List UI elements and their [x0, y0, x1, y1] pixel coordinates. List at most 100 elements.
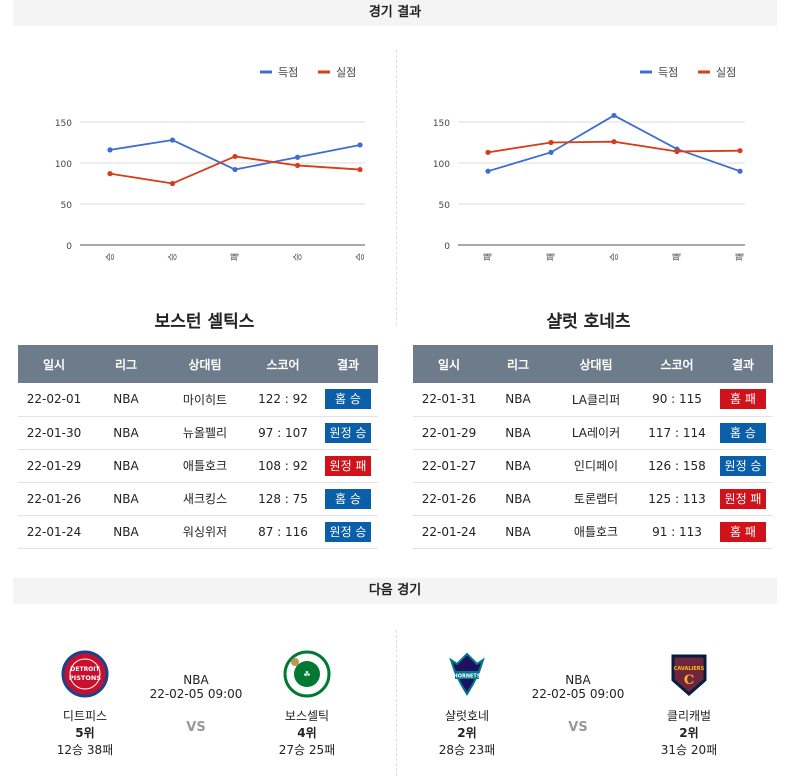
match-home-team[interactable]: DETROIT PISTONS 디트피스 5위 12승 38패 — [40, 650, 130, 758]
cell-opponent: 애틀호크 — [551, 515, 641, 549]
data-point — [485, 168, 491, 174]
cell-opponent: 워싱위저 — [162, 515, 248, 549]
cell-score: 126 : 158 — [641, 449, 713, 483]
cell-opponent: 애틀호크 — [162, 449, 248, 483]
vs-label: VS — [186, 720, 206, 735]
col-league: 리그 — [90, 345, 162, 383]
data-point — [107, 171, 113, 177]
cell-score: 117 : 114 — [641, 416, 713, 450]
data-point — [357, 142, 363, 148]
data-point — [611, 139, 617, 145]
data-point — [737, 148, 743, 154]
team-title-charlotte: 샬럿 호네츠 — [546, 312, 631, 332]
col-result: 결과 — [713, 345, 773, 383]
chart-legend: 득점 실점 — [260, 66, 356, 79]
cell-date: 22-01-24 — [413, 515, 485, 549]
legend-label: 득점 — [278, 66, 298, 79]
cell-date: 22-01-29 — [18, 449, 90, 483]
data-point — [485, 149, 491, 155]
result-badge: 홈 승 — [325, 488, 371, 509]
cell-result: 홈 패 — [713, 515, 773, 549]
next-match-2[interactable]: HORNETS 샬럿호네 2위 28승 23패 NBA 22-02-05 09:… — [400, 640, 760, 770]
col-opponent: 상대팀 — [162, 345, 248, 383]
data-point — [232, 153, 238, 160]
x-tick-label: 패 — [735, 253, 746, 261]
cell-opponent: 마이히트 — [162, 383, 248, 417]
data-point — [232, 166, 238, 173]
col-score: 스코어 — [641, 345, 713, 383]
cell-result: 홈 승 — [318, 482, 378, 516]
hornets-logo-icon: HORNETS — [449, 652, 485, 696]
next-match-1[interactable]: DETROIT PISTONS 디트피스 5위 12승 38패 NBA 22-0… — [18, 640, 378, 770]
cell-result: 원정 패 — [318, 449, 378, 483]
result-badge: 원정 승 — [719, 455, 767, 476]
cell-league: NBA — [485, 416, 551, 450]
cell-score: 97 : 107 — [248, 416, 318, 450]
data-point — [357, 166, 363, 173]
cell-score: 108 : 92 — [248, 449, 318, 483]
table-row: 22-02-01 NBA 마이히트 122 : 92 홈 승 — [18, 383, 378, 417]
pistons-logo-icon: DETROIT PISTONS — [61, 650, 109, 698]
cell-opponent: 토론랩터 — [551, 482, 641, 516]
legend-label: 실점 — [336, 66, 356, 79]
chart-legend: 득점 실점 — [640, 66, 736, 79]
home-team-record: 12승 38패 — [56, 743, 114, 757]
result-badge: 원정 승 — [324, 422, 372, 443]
data-point — [737, 168, 743, 174]
table-header-row: 일시 리그 상대팀 스코어 결과 — [18, 345, 378, 383]
data-point — [294, 162, 301, 169]
next-section-bar: 다음 경기 — [13, 578, 777, 604]
table-row: 22-01-24 NBA 애틀호크 91 : 113 홈 패 — [413, 515, 773, 549]
y-tick-label: 150 — [433, 119, 450, 129]
data-point — [611, 112, 617, 119]
results-table-charlotte: 일시 리그 상대팀 스코어 결과 22-01-31 NBA LA클리퍼 90 : 11… — [413, 345, 773, 549]
home-team-name: 디트피스 — [62, 709, 108, 723]
cell-score: 122 : 92 — [248, 383, 318, 417]
cell-date: 22-01-26 — [18, 482, 90, 516]
cell-date: 22-01-30 — [18, 416, 90, 450]
x-tick-label: 승 — [293, 253, 304, 261]
cell-league: NBA — [485, 383, 551, 417]
match-home-team[interactable]: HORNETS 샬럿호네 2위 28승 23패 — [422, 650, 512, 758]
x-tick-label: 승 — [105, 253, 116, 261]
cell-score: 125 : 113 — [641, 482, 713, 516]
x-tick-label: 패 — [483, 253, 494, 261]
legend-label: 득점 — [658, 66, 678, 79]
match-away-team[interactable]: ☘ 보스셀틱 4위 27승 25패 — [262, 650, 352, 758]
home-team-name: 샬럿호네 — [444, 709, 490, 723]
table-row: 22-01-24 NBA 워싱위저 87 : 116 원정 승 — [18, 515, 378, 549]
cell-league: NBA — [90, 515, 162, 549]
cell-score: 128 : 75 — [248, 482, 318, 516]
next-title: 다음 경기 — [368, 583, 422, 598]
home-team-rank: 2위 — [457, 726, 477, 740]
data-point — [294, 154, 301, 160]
y-tick-label: 150 — [55, 119, 72, 129]
table-row: 22-01-30 NBA 뉴올펠리 97 : 107 원정 승 — [18, 416, 378, 450]
match-divider — [396, 630, 397, 776]
result-badge: 홈 승 — [325, 389, 371, 410]
cell-date: 22-01-31 — [413, 383, 485, 417]
col-league: 리그 — [485, 345, 551, 383]
celtics-logo-icon: ☘ — [283, 650, 331, 698]
x-tick-label: 패 — [230, 253, 241, 261]
cell-result: 원정 승 — [318, 515, 378, 549]
data-point — [548, 149, 554, 155]
col-opponent: 상대팀 — [551, 345, 641, 383]
match-league: NBA — [183, 673, 209, 687]
data-point — [107, 147, 113, 153]
x-tick-label: 패 — [672, 253, 683, 261]
svg-text:HORNETS: HORNETS — [454, 674, 481, 680]
results-title: 경기 결과 — [368, 5, 422, 20]
cell-league: NBA — [90, 383, 162, 417]
table-header-row: 일시 리그 상대팀 스코어 결과 — [413, 345, 773, 383]
svg-text:CAVALIERS: CAVALIERS — [674, 666, 705, 672]
chart-divider — [396, 50, 397, 325]
result-badge: 홈 패 — [720, 389, 766, 410]
match-away-team[interactable]: CAVALIERS C 클리캐벌 2위 31승 20패 — [644, 650, 734, 758]
match-datetime: 22-02-05 09:00 — [531, 687, 625, 701]
table-row: 22-01-29 NBA 애틀호크 108 : 92 원정 패 — [18, 449, 378, 483]
x-tick-label: 승 — [355, 253, 366, 261]
x-tick-label: 승 — [609, 253, 620, 261]
y-tick-label: 100 — [55, 160, 72, 170]
match-info: NBA 22-02-05 09:00 — [518, 673, 638, 701]
